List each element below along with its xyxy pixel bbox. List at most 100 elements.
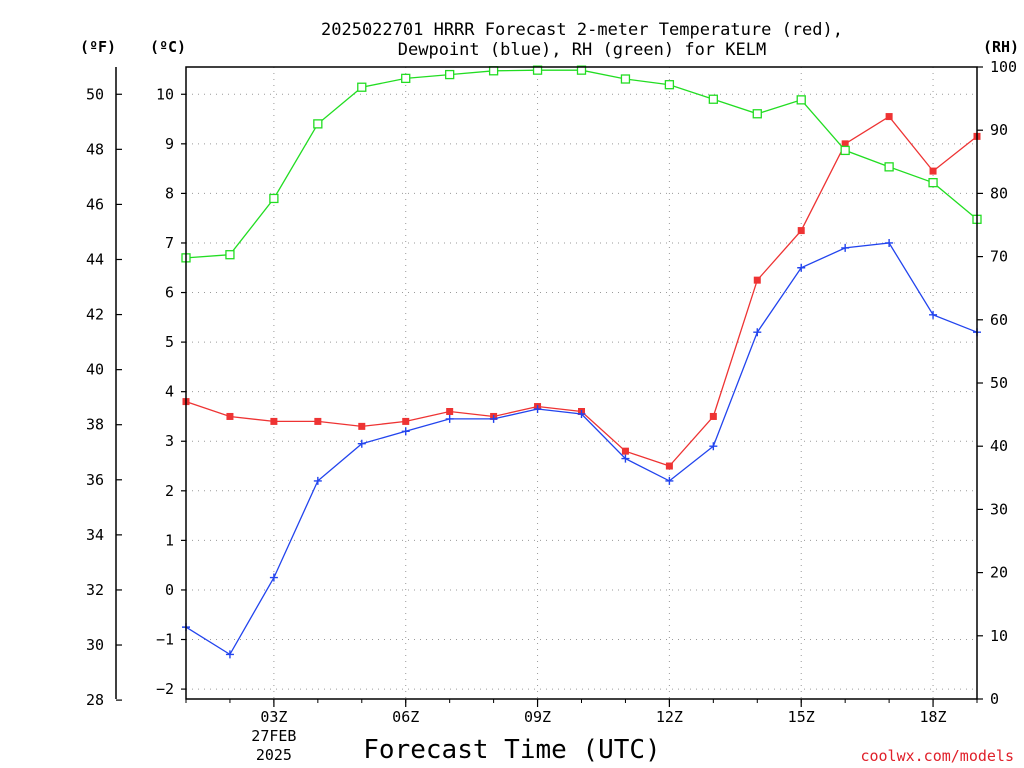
dewpoint-line (185, 242, 978, 656)
celsius-tick-label: 5 (165, 333, 174, 351)
x-tick-label: 03Z (260, 708, 287, 726)
rh-unit-label: (RH) (983, 38, 1019, 56)
rh-point (401, 73, 411, 84)
temperature-point (621, 447, 629, 455)
dewpoint-point (533, 405, 542, 414)
rh-point (225, 250, 235, 260)
celsius-tick-label: 0 (165, 581, 174, 599)
fahrenheit-tick-label: 50 (86, 85, 104, 103)
rh-tick-label: 70 (990, 248, 1008, 266)
rh-point (488, 66, 499, 76)
fahrenheit-tick-label: 34 (86, 526, 104, 544)
temperature-point (797, 227, 805, 235)
dewpoint-point (401, 427, 410, 436)
rh-point (664, 80, 675, 90)
dewpoint-point (753, 328, 762, 337)
x-tick-label: 27FEB (251, 727, 296, 745)
rh-point (445, 69, 455, 80)
celsius-tick-label: 9 (165, 135, 174, 153)
rh-point (620, 74, 631, 84)
rh-tick-label: 90 (990, 121, 1008, 139)
rh-point (752, 109, 762, 119)
temperature-point (841, 140, 849, 148)
series-layer (181, 65, 982, 659)
temperature-point (270, 417, 278, 425)
dewpoint-point (445, 414, 454, 423)
temperature-point (885, 113, 893, 121)
celsius-tick-label: 1 (165, 531, 174, 549)
rh-tick-label: 30 (990, 500, 1008, 518)
celsius-tick-label: 2 (165, 482, 174, 500)
celsius-tick-label: −1 (156, 631, 174, 649)
dewpoint-point (269, 573, 278, 582)
temperature-point (226, 412, 234, 420)
celsius-tick-label: 6 (165, 284, 174, 302)
fahrenheit-unit-label: (ºF) (80, 38, 116, 56)
rh-tick-label: 40 (990, 437, 1008, 455)
dewpoint-point (665, 476, 674, 485)
temperature-point (402, 417, 410, 425)
grid-lines (186, 67, 977, 699)
temperature-point (446, 408, 454, 416)
rh-point (269, 193, 279, 204)
rh-tick-label: 0 (990, 690, 999, 708)
rh-point (357, 82, 367, 92)
dewpoint-point (709, 442, 718, 451)
fahrenheit-tick-label: 40 (86, 361, 104, 379)
celsius-tick-label: 10 (156, 85, 174, 103)
x-tick-label: 06Z (392, 708, 419, 726)
fahrenheit-tick-label: 42 (86, 306, 104, 324)
rh-point (928, 178, 938, 188)
rh-tick-label: 20 (990, 564, 1008, 582)
x-tick-label: 12Z (656, 708, 683, 726)
rh-line (185, 69, 978, 259)
fahrenheit-tick-label: 36 (86, 471, 104, 489)
temperature-point (753, 276, 761, 284)
celsius-tick-label: 3 (165, 432, 174, 450)
rh-point (576, 65, 587, 75)
fahrenheit-tick-label: 44 (86, 250, 104, 268)
fahrenheit-tick-label: 46 (86, 195, 104, 213)
dewpoint-point (489, 414, 498, 423)
fahrenheit-tick-label: 38 (86, 416, 104, 434)
rh-point (884, 162, 894, 172)
dewpoint-point (577, 409, 586, 418)
rh-point (796, 95, 806, 105)
plot-frame (185, 66, 978, 700)
rh-point (708, 94, 718, 104)
x-axis-label: Forecast Time (UTC) (363, 735, 660, 765)
dewpoint-point (885, 238, 894, 247)
fahrenheit-tick-label: 32 (86, 581, 104, 599)
rh-point (840, 145, 850, 156)
celsius-unit-label: (ºC) (150, 38, 186, 56)
chart-title-line-1: 2025022701 HRRR Forecast 2-meter Tempera… (321, 20, 843, 40)
dewpoint-point (357, 439, 366, 448)
dewpoint-point (797, 263, 806, 272)
dewpoint-point (225, 650, 234, 659)
celsius-tick-label: 8 (165, 184, 174, 202)
fahrenheit-tick-label: 28 (86, 691, 104, 709)
temperature-point (314, 417, 322, 425)
x-tick-label: 09Z (524, 708, 551, 726)
celsius-tick-label: 7 (165, 234, 174, 252)
celsius-tick-label: −2 (156, 680, 174, 698)
temperature-point (709, 412, 717, 420)
temperature-point (929, 167, 937, 175)
temperature-point (358, 422, 366, 430)
dewpoint-point (929, 310, 938, 319)
x-tick-label: 18Z (920, 708, 947, 726)
rh-tick-label: 100 (990, 58, 1017, 76)
x-tick-label: 2025 (256, 746, 292, 764)
rh-point (532, 65, 543, 75)
celsius-tick-label: 4 (165, 383, 174, 401)
x-tick-label: 15Z (788, 708, 815, 726)
temperature-point (665, 462, 673, 470)
rh-point (313, 119, 323, 129)
rh-tick-label: 50 (990, 374, 1008, 392)
dewpoint-point (621, 454, 630, 463)
rh-tick-label: 10 (990, 627, 1008, 645)
chart-title-line-2: Dewpoint (blue), RH (green) for KELM (398, 40, 766, 60)
rh-tick-label: 60 (990, 311, 1008, 329)
dewpoint-point (313, 476, 322, 485)
